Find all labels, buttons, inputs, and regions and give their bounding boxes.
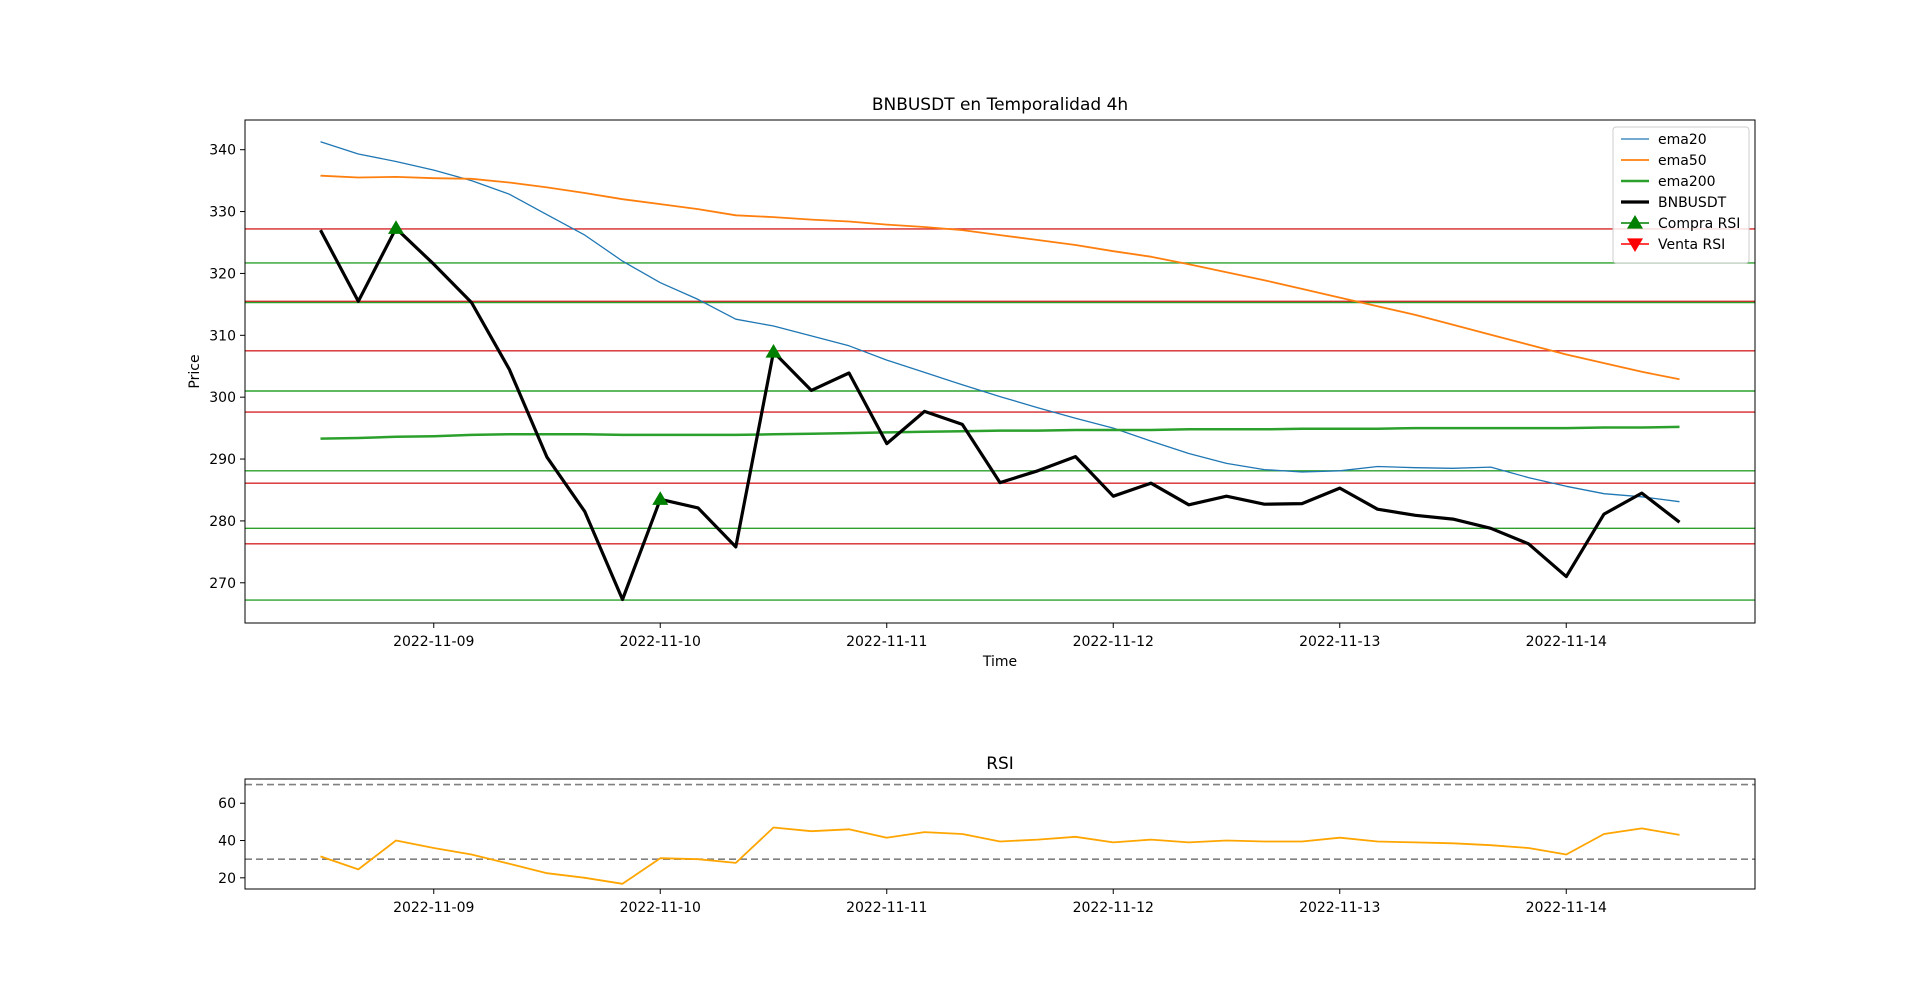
chart-1-x-tick-label: 2022-11-09: [393, 634, 474, 650]
chart-1-y-tick-label: 320: [209, 266, 236, 282]
chart-1-legend: ema20 ema50 ema200 BNBUSDT Compra RSI Venta R…: [1612, 126, 1750, 264]
chart-1-y-tick-label: 300: [209, 390, 236, 406]
chart-2-x-tick-label: 2022-11-09: [393, 900, 474, 916]
chart-1-series-bnbusdt-line: [319, 226, 1681, 602]
chart-1-legend-label-ema200: ema200: [1658, 174, 1716, 190]
chart-1-x-tick-label: 2022-11-12: [1073, 634, 1154, 650]
chart-1-y-tick-label: 330: [209, 205, 236, 221]
chart-2-y-tick-label: 20: [218, 871, 236, 887]
chart-1-x-axis-label: Time: [982, 654, 1017, 670]
chart-2-frame: [244, 778, 1756, 890]
chart-1-x-tick-label: 2022-11-10: [620, 634, 701, 650]
chart-1-legend-label-venta-rsi: Venta RSI: [1658, 237, 1725, 253]
chart-1-series-ema20-line: [320, 141, 1680, 503]
chart-1-marker-compra-rsi-2: [652, 491, 669, 505]
chart-1-title: BNBUSDT en Temporalidad 4h: [872, 95, 1128, 115]
chart-2-plot-area: [245, 783, 1755, 885]
chart-1-marker-compra-rsi-1: [388, 220, 404, 234]
chart-2-x-tick-label: 2022-11-11: [846, 900, 927, 916]
chart-1-legend-label-ema20: ema20: [1658, 132, 1707, 148]
chart-2-x-tick-label: 2022-11-13: [1299, 900, 1380, 916]
chart-1-y-tick-label: 290: [209, 452, 236, 468]
chart-2-y-tick-label: 40: [218, 834, 236, 850]
chart-2-title: RSI: [986, 754, 1014, 774]
chart-1-legend-label-bnbusdt: BNBUSDT: [1658, 195, 1727, 211]
chart-1-y-tick-label: 270: [209, 576, 236, 592]
chart-1-y-tick-label: 310: [209, 328, 236, 344]
chart-2-series-rsi-line: [320, 826, 1680, 885]
chart-1-series-ema50-line: [320, 174, 1680, 381]
chart-1-x-tick-label: 2022-11-14: [1526, 634, 1607, 650]
chart-1-legend-box: [1612, 126, 1750, 264]
chart-1-y-axis-label: Price: [187, 354, 203, 388]
chart-1-plot-area: [245, 141, 1755, 602]
chart-1-marker-compra-rsi-3: [765, 344, 782, 358]
chart-1-legend-label-compra-rsi: Compra RSI: [1658, 216, 1740, 232]
chart-1-series-ema200-line: [320, 425, 1680, 440]
chart-1-x-tick-label: 2022-11-13: [1299, 634, 1380, 650]
chart-1-legend-label-ema50: ema50: [1658, 153, 1707, 169]
chart-2-x-tick-label: 2022-11-14: [1526, 900, 1607, 916]
chart-1-y-tick-label: 280: [209, 514, 236, 530]
chart-1-x-tick-label: 2022-11-11: [846, 634, 927, 650]
chart-2: [240, 778, 1756, 894]
chart-2-y-tick-label: 60: [218, 796, 236, 812]
chart-2-x-tick-label: 2022-11-12: [1073, 900, 1154, 916]
chart-1-legend-marker-compra-rsi: [1627, 215, 1643, 229]
chart-1-y-tick-label: 340: [209, 143, 236, 159]
chart-1: ema20 ema50 ema200 BNBUSDT Compra RSI Venta R…: [240, 119, 1756, 628]
chart-1-legend-marker-venta-rsi: [1627, 238, 1643, 252]
chart-1-frame: [244, 119, 1756, 624]
chart-2-x-tick-label: 2022-11-10: [620, 900, 701, 916]
